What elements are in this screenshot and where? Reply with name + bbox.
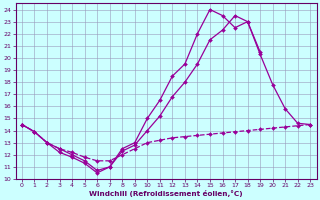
X-axis label: Windchill (Refroidissement éolien,°C): Windchill (Refroidissement éolien,°C) [89, 190, 243, 197]
